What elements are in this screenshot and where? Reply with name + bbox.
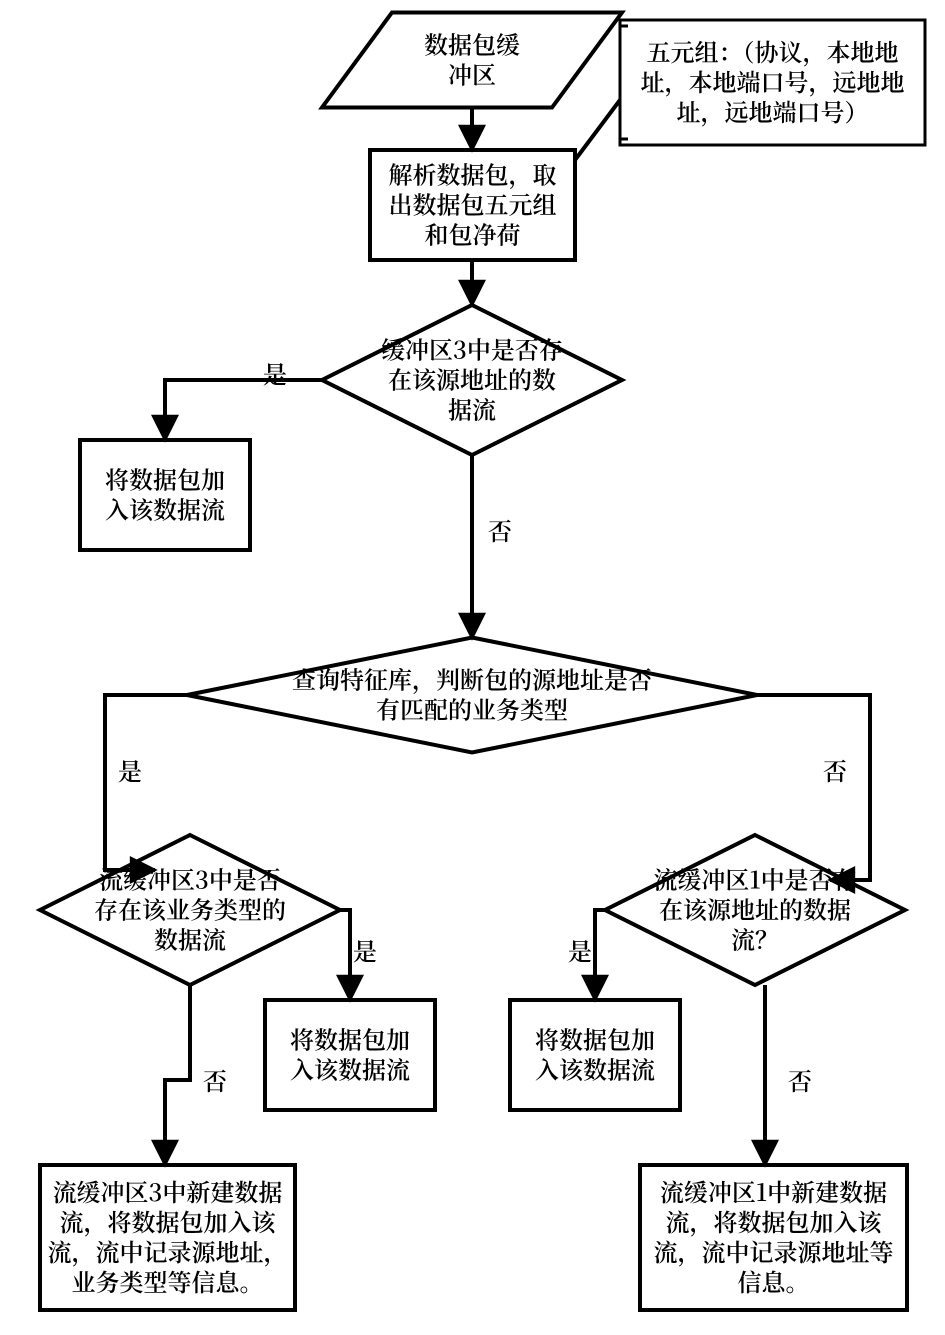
- edge-label: 是: [568, 932, 592, 967]
- edge-d1-a1: [165, 380, 322, 440]
- node-note-text: 址，远地端口号）: [677, 93, 869, 128]
- node-d3-text: 数据流: [154, 920, 226, 955]
- node-a3-text: 入该数据流: [290, 1050, 410, 1085]
- node-start-text: 冲区: [448, 55, 496, 90]
- node-d4-text: 流？: [731, 920, 779, 955]
- edge-label: 否: [203, 1062, 227, 1097]
- edge-note-parse: [575, 100, 620, 160]
- edge-label: 否: [788, 1062, 812, 1097]
- node-parse-text: 和包净荷: [425, 215, 521, 250]
- node-r3-text: 业务类型等信息。: [72, 1263, 264, 1298]
- node-a4-text: 入该数据流: [535, 1050, 655, 1085]
- node-d1-text: 据流: [448, 390, 496, 425]
- edge-d3-r3: [165, 985, 190, 1165]
- edge-label: 是: [118, 752, 142, 787]
- node-r1-text: 信息。: [738, 1263, 810, 1298]
- edge-label: 是: [263, 355, 287, 390]
- node-a1-text: 入该数据流: [105, 490, 225, 525]
- node-d2-text: 有匹配的业务类型: [376, 690, 568, 725]
- edge-d3-a3: [340, 910, 350, 1000]
- edge-label: 否: [823, 752, 847, 787]
- edge-label: 是: [353, 932, 377, 967]
- edge-label: 否: [488, 512, 512, 547]
- edge-d4-a4: [595, 910, 605, 1000]
